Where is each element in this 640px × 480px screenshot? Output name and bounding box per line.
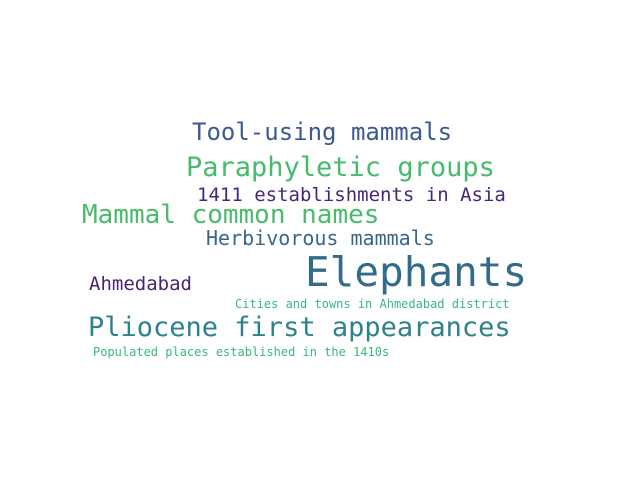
- word-ahmedabad: Ahmedabad: [89, 273, 192, 295]
- word-1411-establishments-asia: 1411 establishments in Asia: [197, 184, 506, 206]
- word-elephants: Elephants: [305, 248, 528, 296]
- word-herbivorous-mammals: Herbivorous mammals: [206, 226, 435, 250]
- word-mammal-common-names: Mammal common names: [82, 200, 380, 230]
- word-pliocene-first-appearances: Pliocene first appearances: [88, 312, 511, 343]
- word-paraphyletic-groups: Paraphyletic groups: [186, 152, 495, 183]
- word-tool-using-mammals: Tool-using mammals: [192, 118, 453, 146]
- word-populated-places-1410s: Populated places established in the 1410…: [93, 345, 390, 359]
- word-cities-towns-ahmedabad: Cities and towns in Ahmedabad district: [235, 297, 510, 311]
